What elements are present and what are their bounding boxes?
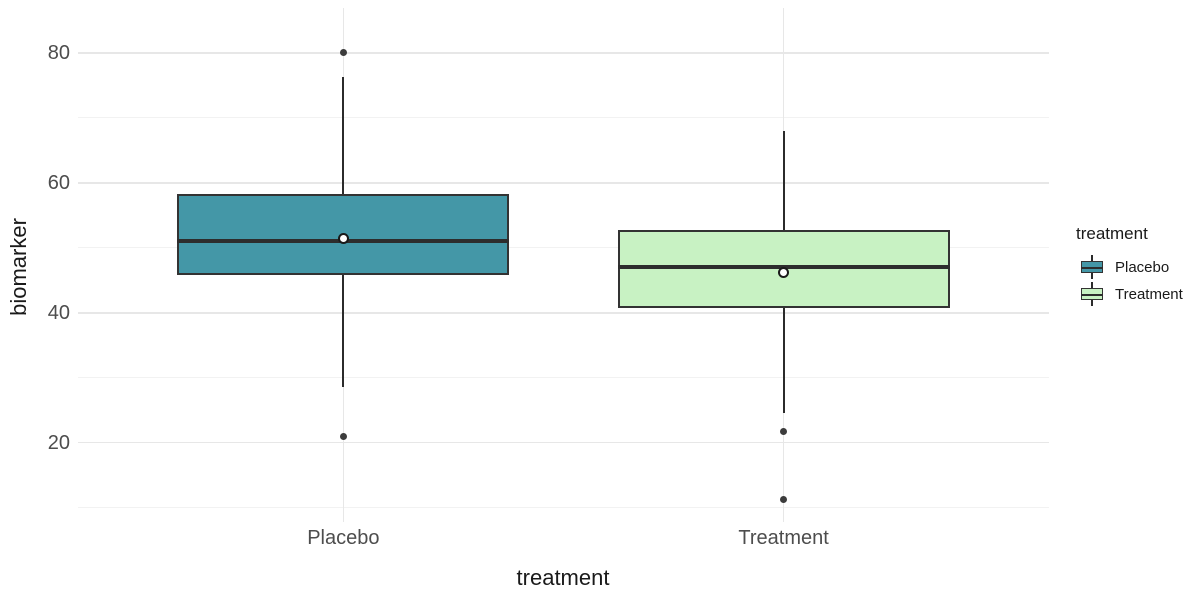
legend: treatment Placebo Treatment: [1076, 224, 1196, 314]
y-tick-label-80: 80: [47, 41, 70, 64]
outlier-point: [780, 427, 788, 435]
boxplot-key-icon: [1081, 281, 1103, 307]
x-axis-title: treatment: [516, 565, 610, 590]
outlier-point: [339, 49, 347, 57]
mean-point: [778, 266, 790, 278]
gridline-minor: [78, 247, 1049, 249]
y-tick-label-60: 60: [47, 171, 70, 194]
x-tick-label-placebo: Placebo: [307, 527, 380, 549]
whisker-lower: [342, 275, 345, 388]
gridline-major: [78, 52, 1049, 54]
key-median-line: [1081, 266, 1103, 269]
x-tick-label-treatment: Treatment: [738, 527, 829, 549]
gridline-minor: [78, 377, 1049, 379]
boxplot-key-icon: [1081, 254, 1103, 280]
y-tick-label-20: 20: [47, 431, 70, 454]
mean-point: [337, 232, 349, 244]
plot-panel: [78, 8, 1049, 522]
gridline-minor: [78, 507, 1049, 509]
median-line: [617, 264, 950, 269]
legend-label: Treatment: [1115, 285, 1183, 303]
outlier-point: [339, 432, 347, 440]
legend-title: treatment: [1076, 224, 1148, 243]
key-median-line: [1081, 293, 1103, 296]
gridline-major: [78, 312, 1049, 314]
gridline-minor: [78, 117, 1049, 119]
gridline-major: [78, 441, 1049, 444]
legend-label: Placebo: [1115, 258, 1170, 276]
gridline-major: [78, 182, 1049, 184]
legend-item-treatment: Treatment: [1081, 281, 1183, 307]
outlier-point: [780, 495, 788, 503]
whisker-upper: [342, 76, 345, 194]
whisker-upper: [782, 131, 785, 230]
legend-item-placebo: Placebo: [1081, 254, 1169, 280]
y-tick-label-40: 40: [47, 301, 70, 324]
whisker-lower: [782, 307, 785, 413]
